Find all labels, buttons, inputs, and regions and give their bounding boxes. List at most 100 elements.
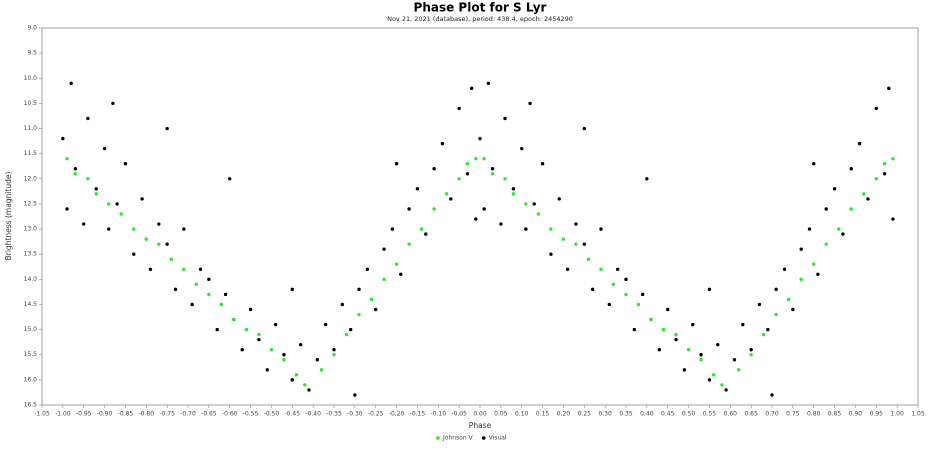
data-point bbox=[720, 383, 724, 387]
x-axis-label: Phase bbox=[469, 421, 492, 430]
data-point bbox=[837, 227, 841, 231]
data-point bbox=[107, 227, 111, 231]
data-point bbox=[144, 237, 148, 241]
data-point bbox=[65, 207, 69, 211]
data-point bbox=[716, 342, 720, 347]
data-point bbox=[749, 348, 753, 352]
y-tick-label: 10.5 bbox=[24, 100, 38, 107]
data-point bbox=[323, 322, 328, 327]
data-point bbox=[140, 197, 144, 201]
y-tick-label: 9.0 bbox=[27, 25, 37, 32]
data-point bbox=[736, 368, 741, 372]
data-point bbox=[440, 141, 445, 146]
data-point bbox=[173, 287, 178, 292]
data-point bbox=[394, 162, 399, 166]
data-point bbox=[816, 272, 820, 277]
x-tick-label: -0.10 bbox=[431, 411, 447, 418]
x-tick-label: 0.75 bbox=[786, 411, 800, 418]
data-point bbox=[761, 332, 766, 337]
data-point bbox=[599, 267, 603, 271]
x-tick-label: 0.10 bbox=[515, 411, 529, 418]
data-point bbox=[887, 86, 891, 91]
legend-swatch bbox=[436, 436, 440, 440]
data-point bbox=[490, 167, 495, 171]
data-point bbox=[474, 217, 478, 221]
data-point bbox=[565, 267, 570, 271]
plot-area bbox=[41, 27, 919, 406]
data-point bbox=[862, 192, 866, 196]
data-point bbox=[540, 162, 545, 166]
x-tick-label: -0.80 bbox=[139, 411, 155, 418]
data-point bbox=[707, 378, 712, 382]
data-point bbox=[582, 242, 586, 246]
data-point bbox=[661, 327, 666, 332]
data-point bbox=[649, 317, 653, 322]
y-tick-label: 12.0 bbox=[24, 175, 38, 182]
data-point bbox=[849, 167, 853, 171]
data-point bbox=[382, 277, 386, 282]
data-point bbox=[849, 207, 853, 211]
chart-title: Phase Plot for S Lyr bbox=[414, 1, 547, 15]
data-point bbox=[61, 136, 65, 141]
data-point bbox=[586, 257, 591, 261]
data-point bbox=[707, 287, 712, 292]
data-point bbox=[732, 358, 737, 362]
data-point bbox=[561, 237, 566, 241]
data-point bbox=[482, 156, 486, 161]
data-point bbox=[640, 292, 645, 297]
data-point bbox=[374, 307, 378, 312]
data-point bbox=[265, 368, 269, 372]
x-tick-label: 0.45 bbox=[661, 411, 675, 418]
x-tick-label: 0.60 bbox=[724, 411, 738, 418]
data-point bbox=[590, 287, 595, 292]
data-point bbox=[86, 177, 90, 181]
data-point bbox=[223, 292, 228, 297]
data-point bbox=[674, 332, 678, 337]
y-tick-label: 11.5 bbox=[24, 150, 38, 157]
data-point bbox=[478, 136, 482, 141]
data-point bbox=[891, 217, 895, 221]
x-tick-label: -0.70 bbox=[180, 411, 196, 418]
data-point bbox=[148, 267, 153, 271]
data-point bbox=[382, 247, 386, 251]
data-point bbox=[557, 197, 561, 201]
data-point bbox=[799, 247, 803, 251]
x-tick-label: 0.20 bbox=[557, 411, 571, 418]
data-point bbox=[82, 222, 86, 226]
x-tick-label: 0.15 bbox=[536, 411, 550, 418]
data-point bbox=[207, 292, 211, 297]
data-point bbox=[73, 172, 78, 176]
y-tick-label: 9.5 bbox=[27, 50, 37, 57]
data-point bbox=[290, 287, 294, 292]
data-point bbox=[332, 348, 336, 352]
y-tick-label: 15.0 bbox=[24, 326, 38, 333]
data-point bbox=[532, 202, 536, 206]
data-point bbox=[524, 227, 528, 231]
data-point bbox=[757, 302, 762, 307]
legend-label: Visual bbox=[489, 435, 507, 442]
data-point bbox=[65, 156, 69, 161]
data-point bbox=[298, 342, 303, 347]
data-point bbox=[624, 292, 628, 297]
data-point bbox=[228, 177, 232, 181]
data-point bbox=[407, 207, 411, 211]
data-point bbox=[549, 227, 553, 231]
data-point bbox=[257, 337, 261, 342]
x-tick-label: 0.00 bbox=[473, 411, 487, 418]
data-point bbox=[536, 212, 541, 216]
data-point bbox=[86, 116, 90, 121]
x-tick-label: -0.05 bbox=[451, 411, 467, 418]
y-tick-label: 13.0 bbox=[24, 226, 38, 233]
data-point bbox=[115, 202, 119, 206]
data-point bbox=[353, 393, 357, 397]
y-tick-label: 16.0 bbox=[24, 376, 38, 383]
data-point bbox=[315, 358, 320, 362]
x-tick-label: -1.00 bbox=[55, 411, 71, 418]
data-point bbox=[511, 187, 516, 191]
x-tick-label: -0.65 bbox=[201, 411, 217, 418]
data-point bbox=[582, 126, 586, 131]
data-point bbox=[770, 393, 774, 397]
x-tick-label: 1.00 bbox=[890, 411, 904, 418]
data-point bbox=[503, 177, 507, 181]
